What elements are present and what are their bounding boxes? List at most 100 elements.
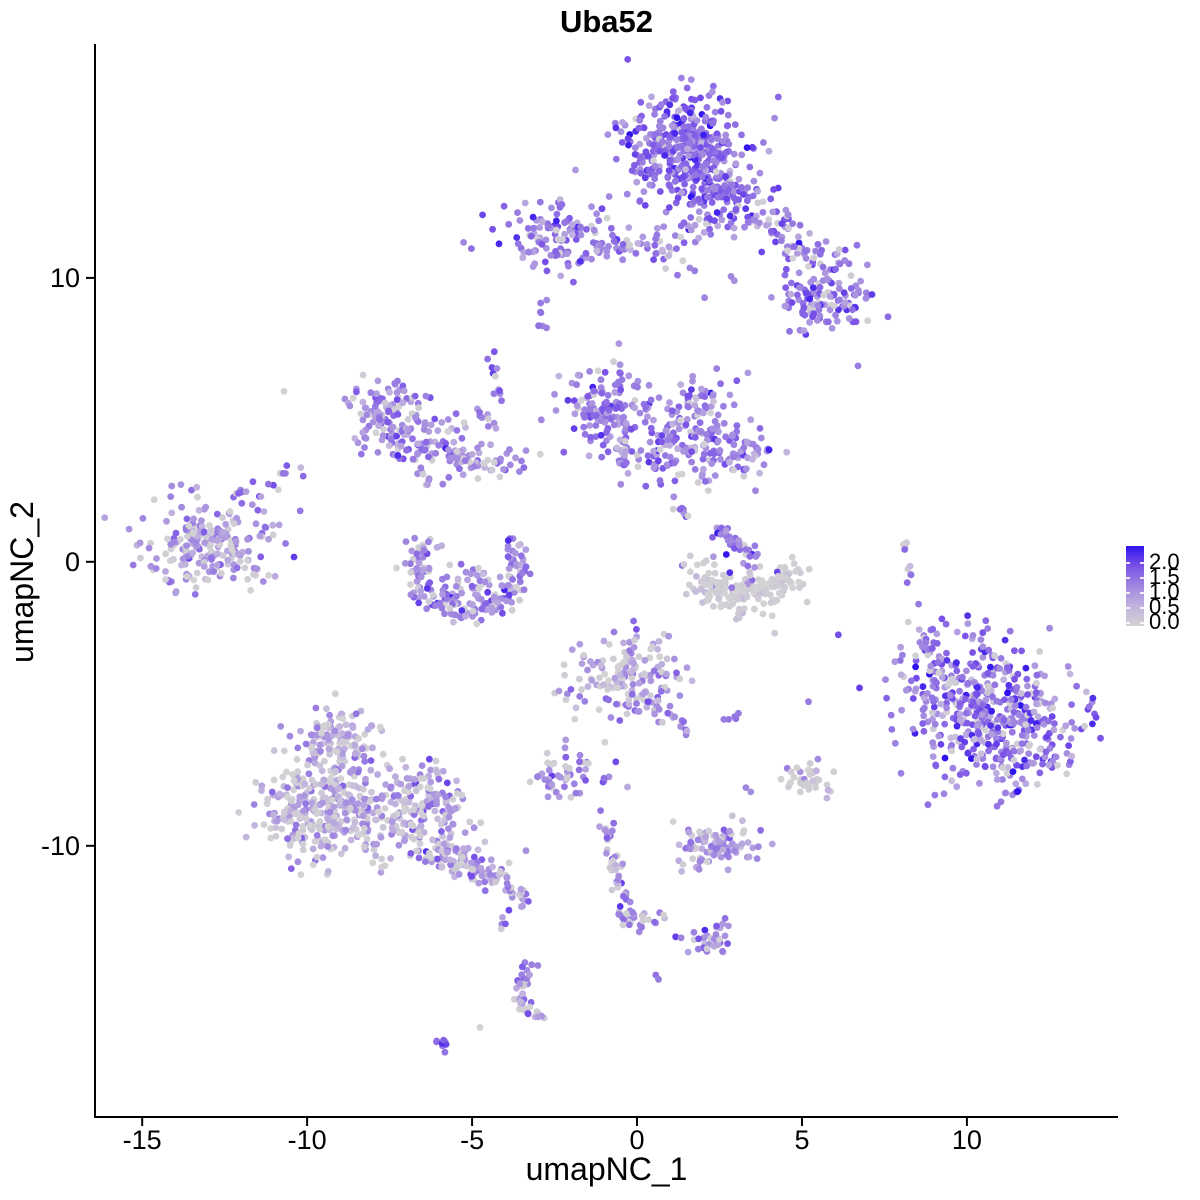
- data-point: [633, 626, 640, 633]
- data-point: [201, 539, 209, 547]
- data-point: [691, 142, 698, 150]
- data-point: [970, 745, 977, 753]
- data-point: [650, 447, 657, 455]
- data-point: [1000, 716, 1008, 724]
- data-point: [270, 747, 278, 754]
- data-point: [614, 684, 622, 692]
- data-point: [400, 387, 408, 395]
- data-point: [475, 879, 483, 887]
- data-point: [688, 677, 696, 685]
- data-point: [341, 809, 349, 817]
- data-point: [701, 294, 708, 302]
- data-point: [508, 606, 516, 614]
- data-point: [505, 906, 513, 914]
- data-point: [688, 386, 695, 393]
- data-point: [446, 561, 454, 569]
- data-point: [429, 591, 437, 599]
- data-point: [283, 462, 291, 469]
- data-point: [287, 817, 294, 825]
- data-point: [413, 847, 421, 855]
- data-point: [299, 846, 307, 854]
- data-point: [961, 632, 969, 640]
- data-point: [705, 569, 713, 577]
- data-point: [425, 598, 433, 605]
- data-point: [378, 436, 386, 444]
- data-point: [342, 799, 350, 807]
- data-point: [280, 747, 288, 755]
- data-point: [373, 795, 380, 803]
- data-point: [722, 527, 730, 535]
- data-point: [712, 845, 719, 853]
- data-point: [561, 783, 568, 791]
- data-point: [739, 583, 747, 591]
- data-point: [376, 723, 384, 731]
- data-point: [672, 177, 680, 185]
- data-point: [563, 775, 571, 783]
- data-point: [699, 162, 707, 170]
- data-point: [371, 403, 379, 410]
- data-point: [671, 129, 679, 137]
- data-point: [933, 710, 941, 718]
- data-point: [417, 573, 425, 581]
- data-point: [717, 579, 725, 587]
- data-point: [431, 807, 439, 815]
- data-point: [369, 809, 377, 817]
- data-point: [603, 834, 611, 842]
- data-point: [541, 258, 549, 266]
- data-point: [698, 125, 705, 133]
- data-point: [611, 381, 619, 389]
- data-point: [738, 151, 746, 159]
- data-point: [313, 832, 321, 839]
- data-point: [242, 488, 250, 495]
- data-point: [391, 380, 399, 387]
- data-point: [426, 579, 434, 586]
- data-point: [884, 313, 892, 321]
- data-point: [470, 463, 478, 470]
- data-point: [805, 782, 813, 789]
- data-point: [695, 208, 703, 216]
- data-point: [461, 457, 469, 465]
- data-point: [1062, 722, 1070, 730]
- data-point: [800, 310, 807, 318]
- data-point: [686, 568, 694, 576]
- data-point: [678, 470, 686, 478]
- data-point: [214, 550, 222, 558]
- data-point: [477, 596, 485, 603]
- data-point: [189, 529, 197, 537]
- data-point: [788, 279, 795, 287]
- data-point: [467, 859, 475, 867]
- data-point: [700, 934, 708, 942]
- data-point: [409, 455, 417, 463]
- data-point: [492, 878, 500, 886]
- data-point: [616, 671, 624, 679]
- data-point: [434, 427, 442, 434]
- data-point: [719, 947, 726, 955]
- data-point: [749, 143, 756, 151]
- data-point: [689, 372, 697, 380]
- data-point: [702, 478, 709, 485]
- data-point: [595, 217, 603, 225]
- data-point: [292, 821, 300, 829]
- data-point: [677, 142, 685, 150]
- data-point: [294, 744, 302, 752]
- data-point: [689, 855, 697, 863]
- data-point: [726, 569, 734, 576]
- data-point: [680, 173, 688, 180]
- data-point: [812, 784, 819, 791]
- data-point: [616, 717, 624, 724]
- data-point: [899, 651, 906, 659]
- data-point: [473, 620, 481, 628]
- data-point: [377, 869, 385, 876]
- data-point: [297, 727, 304, 735]
- data-point: [719, 137, 727, 145]
- colorbar-label: 1.5: [1149, 564, 1180, 589]
- data-point: [407, 850, 415, 857]
- data-point: [590, 226, 598, 234]
- data-point: [479, 211, 486, 219]
- data-point: [607, 224, 615, 232]
- data-point: [754, 446, 762, 453]
- data-point: [427, 778, 435, 786]
- data-point: [993, 716, 1001, 723]
- data-point: [398, 828, 406, 836]
- data-point: [524, 225, 532, 232]
